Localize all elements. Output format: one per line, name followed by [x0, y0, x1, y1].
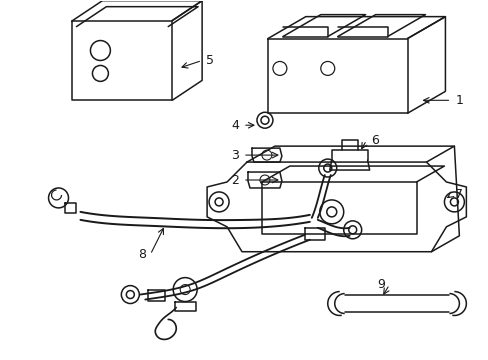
- Text: 5: 5: [205, 54, 214, 67]
- Text: 1: 1: [454, 94, 462, 107]
- Text: 2: 2: [231, 174, 239, 186]
- Text: 3: 3: [231, 149, 239, 162]
- Text: 6: 6: [370, 134, 378, 147]
- Text: 7: 7: [454, 188, 463, 202]
- Text: 9: 9: [377, 278, 385, 291]
- Text: 8: 8: [138, 248, 146, 261]
- Text: 4: 4: [231, 119, 239, 132]
